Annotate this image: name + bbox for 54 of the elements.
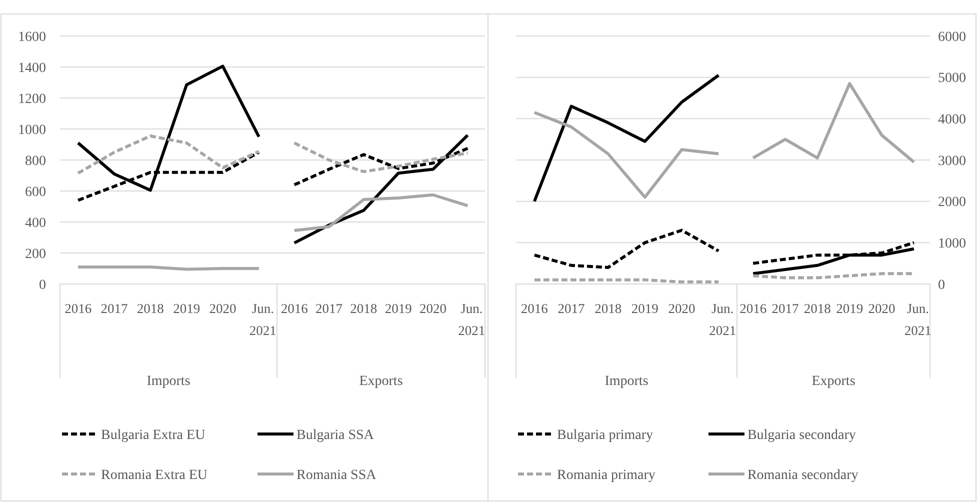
x-tick-label: 2016: [280, 301, 308, 316]
y-tick-label: 1400: [18, 60, 46, 76]
x-tick-label: 2016: [520, 301, 548, 316]
legend-label: Bulgaria Extra EU: [101, 428, 206, 443]
x-tick-label: 2016: [64, 301, 92, 316]
legend-label: Bulgaria secondary: [747, 428, 856, 443]
y2-tick-label: 1000: [938, 236, 966, 252]
x-axis-title: Imports: [604, 374, 648, 389]
x-tick-label: 2018: [350, 301, 378, 316]
y-tick-label: 0: [39, 278, 46, 293]
x-tick-label: 2018: [594, 301, 622, 316]
x-tick-label: 2020: [420, 301, 447, 316]
x-tick-label: 2016: [740, 301, 767, 316]
legend-label: Romania Extra EU: [101, 468, 208, 483]
x-tick-label: 2020: [668, 301, 696, 316]
x-axis-title: Exports: [359, 374, 403, 389]
y-tick-label: 200: [25, 246, 46, 262]
y2-tick-label: 0: [938, 278, 945, 293]
x-tick-label: Jun. 2021: [904, 301, 932, 338]
x-tick-label: 2017: [100, 301, 128, 316]
x-axis-title: Imports: [146, 374, 190, 389]
x-tick-label: Jun. 2021: [709, 301, 736, 338]
y-tick-label: 600: [25, 184, 46, 200]
x-tick-label: 2017: [772, 301, 799, 316]
legend-label: Romania primary: [557, 468, 656, 483]
x-axis-title: Exports: [812, 374, 856, 389]
y2-tick-label: 2000: [938, 195, 966, 210]
y2-tick-label: 4000: [938, 112, 966, 128]
line-series: [76, 134, 260, 175]
x-tick-label: 2020: [209, 301, 236, 316]
y-tick-label: 1600: [18, 30, 46, 45]
x-tick-label: Jun. 2021: [458, 301, 486, 338]
y-tick-label: 1200: [18, 92, 46, 107]
x-tick-label: Jun. 2021: [249, 301, 276, 338]
y2-tick-label: 6000: [938, 30, 966, 45]
x-tick-label: 2019: [836, 301, 864, 316]
x-tick-label: 2017: [558, 301, 585, 316]
x-tick-label: 2017: [316, 301, 343, 316]
legend-label: Romania SSA: [296, 468, 378, 483]
x-tick-label: 2019: [631, 301, 659, 316]
legend-label: Bulgaria primary: [557, 428, 654, 443]
y2-tick-label: 5000: [938, 71, 966, 86]
legend-label: Romania secondary: [747, 468, 858, 483]
line-series: [752, 82, 916, 164]
y2-tick-label: 3000: [938, 154, 966, 169]
y-tick-label: 400: [25, 216, 46, 231]
x-tick-label: 2019: [384, 301, 412, 316]
x-tick-label: 2018: [804, 301, 832, 316]
x-tick-label: 2020: [868, 301, 896, 316]
x-tick-label: 2018: [136, 301, 164, 316]
y-tick-label: 800: [25, 154, 46, 169]
x-tick-label: 2019: [173, 301, 200, 316]
legend-label: Bulgaria SSA: [296, 428, 375, 443]
y-tick-label: 1000: [18, 122, 46, 138]
